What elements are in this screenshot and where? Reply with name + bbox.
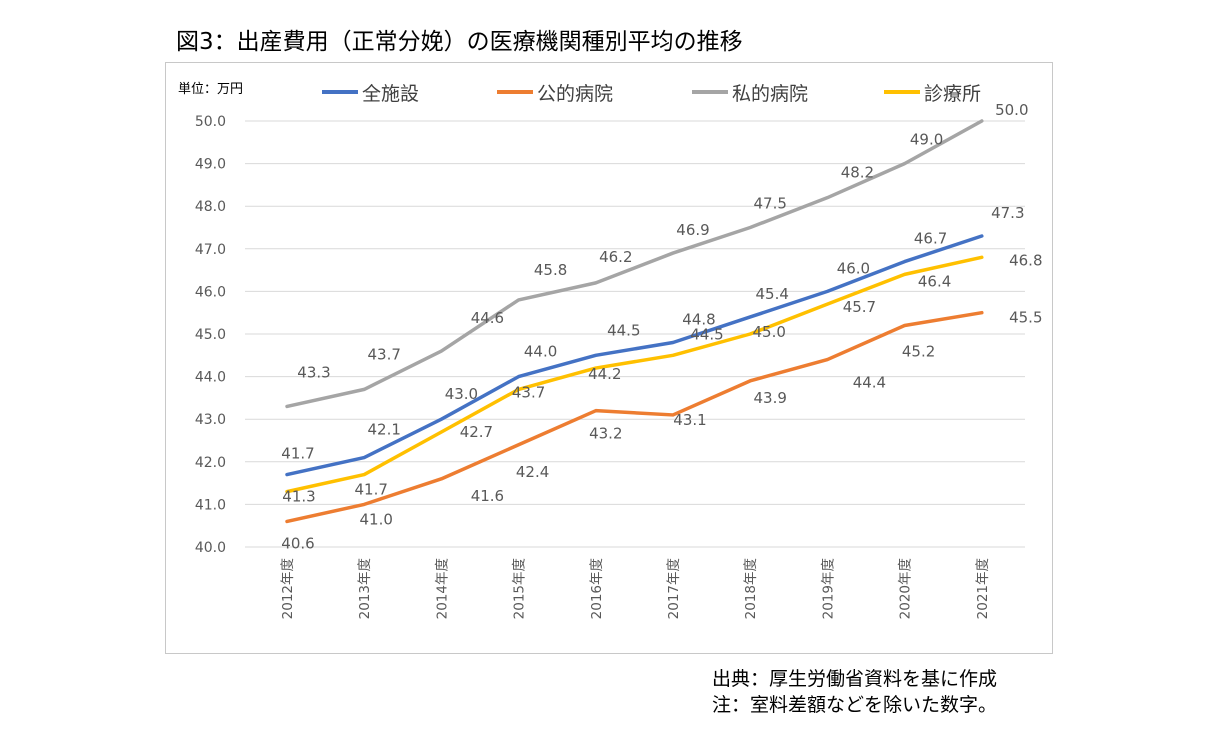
data-label: 41.3 — [282, 488, 315, 506]
data-label: 44.2 — [588, 365, 621, 383]
data-label: 43.1 — [673, 411, 706, 429]
data-label: 48.2 — [841, 164, 874, 182]
x-tick-label: 2020年度 — [898, 558, 914, 619]
legend-item-clinic: 診療所 — [884, 80, 982, 105]
y-tick-label: 42.0 — [195, 455, 226, 471]
data-label: 46.0 — [837, 259, 870, 277]
legend-label-public-hospital: 公的病院 — [537, 82, 614, 105]
y-tick-label: 46.0 — [195, 284, 226, 300]
source-note: 出典：厚生労働省資料を基に作成 — [712, 668, 998, 690]
data-label: 46.8 — [1009, 251, 1042, 269]
data-label: 47.3 — [991, 204, 1024, 222]
y-tick-label: 49.0 — [195, 157, 226, 173]
data-label: 42.1 — [367, 421, 400, 439]
data-label: 50.0 — [995, 101, 1028, 119]
data-label: 43.0 — [445, 385, 478, 403]
data-label: 41.7 — [354, 481, 387, 499]
x-tick-label: 2016年度 — [589, 558, 605, 619]
data-label: 46.7 — [914, 230, 947, 248]
legend-label-private-hospital: 私的病院 — [732, 82, 809, 105]
data-label: 43.3 — [297, 363, 330, 381]
series-line-0 — [285, 234, 984, 477]
y-tick-label: 45.0 — [195, 327, 226, 343]
x-tick-label: 2017年度 — [666, 558, 682, 619]
legend-swatch-clinic — [884, 90, 920, 94]
data-label: 45.5 — [1009, 309, 1042, 327]
series-line-2 — [285, 119, 984, 409]
series-line-3 — [285, 255, 984, 494]
data-label: 42.4 — [516, 463, 549, 481]
data-label: 41.6 — [471, 487, 504, 505]
data-label: 49.0 — [910, 131, 943, 149]
data-label: 45.2 — [902, 342, 935, 360]
figure-title: 図3：出産費用（正常分娩）の医療機関種別平均の推移 — [176, 29, 743, 55]
x-tick-label: 2013年度 — [357, 558, 373, 619]
unit-label: 単位：万円 — [178, 82, 244, 97]
x-tick-label: 2015年度 — [512, 558, 528, 619]
data-label: 45.0 — [752, 323, 785, 341]
legend-label-all-facilities: 全施設 — [362, 82, 420, 105]
data-label: 41.0 — [359, 510, 392, 528]
data-label: 46.4 — [918, 272, 951, 290]
chart-area — [165, 62, 1053, 654]
data-label: 40.6 — [281, 534, 314, 552]
data-label: 44.5 — [690, 325, 723, 343]
legend-item-private-hospital: 私的病院 — [692, 80, 809, 105]
y-tick-label: 44.0 — [195, 370, 226, 386]
y-tick-label: 40.0 — [195, 540, 226, 556]
data-label: 47.5 — [753, 195, 786, 213]
x-tick-label: 2014年度 — [434, 558, 450, 619]
legend-label-clinic: 診療所 — [924, 82, 982, 105]
data-label: 44.4 — [853, 374, 886, 392]
legend-item-public-hospital: 公的病院 — [497, 80, 614, 105]
legend-swatch-private-hospital — [692, 90, 728, 94]
x-tick-label: 2012年度 — [280, 558, 296, 619]
y-tick-label: 50.0 — [195, 114, 226, 130]
data-label: 45.4 — [755, 285, 788, 303]
data-label: 45.8 — [534, 261, 567, 279]
y-tick-label: 43.0 — [195, 412, 226, 428]
x-tick-label: 2018年度 — [743, 558, 759, 619]
data-label: 44.5 — [607, 321, 640, 339]
legend-swatch-public-hospital — [497, 90, 533, 94]
y-tick-label: 47.0 — [195, 242, 226, 258]
data-label: 46.2 — [599, 248, 632, 266]
data-label: 43.7 — [512, 383, 545, 401]
data-label: 46.9 — [676, 221, 709, 239]
legend-swatch-all-facilities — [322, 90, 358, 94]
y-tick-label: 41.0 — [195, 497, 226, 513]
y-tick-label: 48.0 — [195, 199, 226, 215]
data-label: 42.7 — [460, 423, 493, 441]
x-tick-label: 2019年度 — [820, 558, 836, 619]
series-line-1 — [285, 310, 984, 524]
data-label: 44.0 — [524, 343, 557, 361]
data-label: 41.7 — [281, 445, 314, 463]
data-label: 43.9 — [753, 389, 786, 407]
legend-item-all-facilities: 全施設 — [322, 80, 420, 105]
data-label: 44.6 — [471, 309, 504, 327]
data-label: 43.2 — [589, 425, 622, 443]
x-tick-label: 2021年度 — [975, 558, 991, 619]
data-label: 44.8 — [682, 311, 715, 329]
footnote: 注：室料差額などを除いた数字。 — [712, 694, 998, 716]
data-label: 43.7 — [367, 345, 400, 363]
data-label: 45.7 — [843, 298, 876, 316]
